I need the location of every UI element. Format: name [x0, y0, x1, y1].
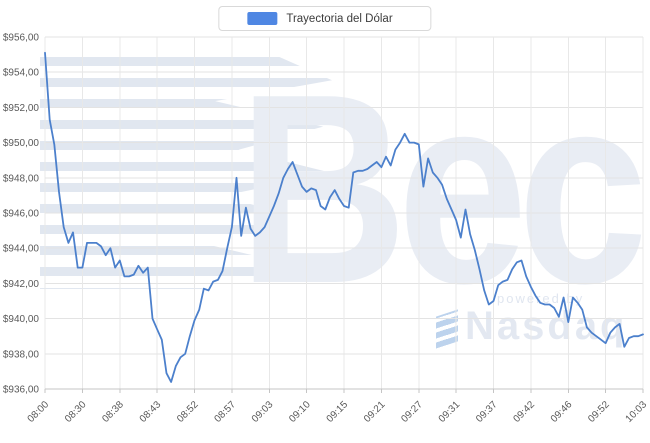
x-axis-label: 09:21: [362, 399, 388, 425]
y-axis-label: $944,00: [3, 244, 40, 255]
x-axis-label: 09:31: [437, 399, 463, 425]
x-axis-label: 09:46: [549, 399, 575, 425]
y-axis-label: $954,00: [3, 68, 40, 79]
x-axis-label: 08:57: [213, 399, 239, 425]
x-axis-label: 09:10: [287, 399, 313, 425]
x-axis-label: 08:43: [138, 399, 164, 425]
y-axis-label: $946,00: [3, 209, 40, 220]
x-axis-label: 08:00: [26, 399, 52, 425]
x-axis-label: 09:15: [325, 399, 351, 425]
y-axis-label: $950,00: [3, 138, 40, 149]
y-axis-label: $952,00: [3, 103, 40, 114]
chart-legend[interactable]: Trayectoria del Dólar: [218, 6, 432, 31]
x-axis-label: 09:37: [474, 399, 500, 425]
legend-label: Trayectoria del Dólar: [286, 12, 393, 25]
x-axis-label: 09:03: [250, 399, 276, 425]
y-axis-label: $940,00: [3, 314, 40, 325]
y-axis-label: $948,00: [3, 173, 40, 184]
x-axis-label: 10:03: [624, 399, 650, 425]
x-axis-label: 09:27: [399, 399, 425, 425]
x-axis-label: 09:52: [586, 399, 612, 425]
y-axis-label: $942,00: [3, 279, 40, 290]
y-axis-label: $956,00: [3, 33, 40, 44]
x-axis-label: 09:42: [512, 399, 538, 425]
x-axis-label: 08:52: [175, 399, 201, 425]
y-axis-label: $938,00: [3, 349, 40, 360]
x-axis-label: 08:38: [100, 399, 126, 425]
y-axis-label: $936,00: [3, 385, 40, 396]
x-axis-label: 08:30: [63, 399, 89, 425]
legend-swatch-icon: [247, 12, 278, 25]
